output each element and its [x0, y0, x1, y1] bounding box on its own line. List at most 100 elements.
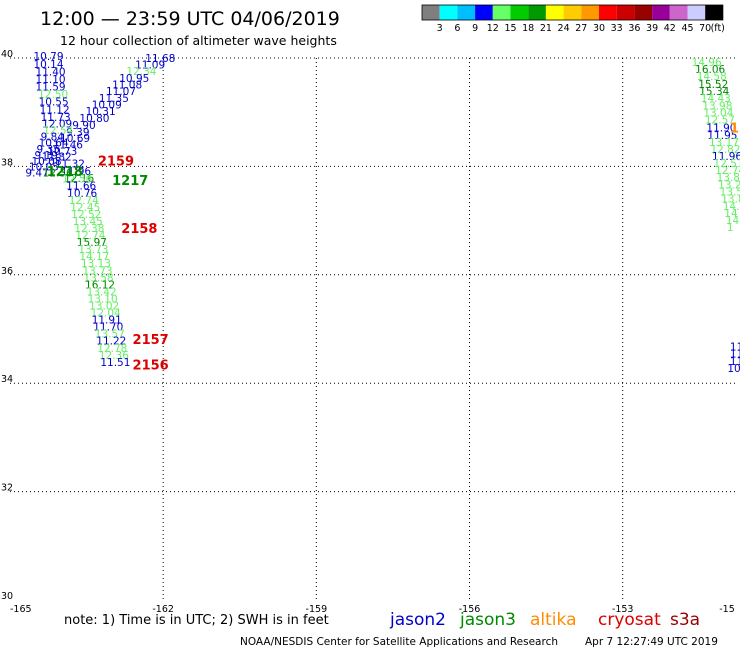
wave-height-label: 11.51 [100, 357, 130, 369]
axes: -165 -162 -159 -156 -153 -15 30 32 34 36 38 40 [1, 49, 735, 615]
wave-height-label: 11.07 [106, 86, 136, 98]
wave-height-label: 9.84 [41, 131, 65, 143]
wave-height-label: 11.08 [112, 79, 142, 91]
colorbar-swatch [545, 5, 564, 20]
colorbar-swatch [457, 5, 476, 20]
x-tick-label: -153 [612, 604, 634, 615]
wave-height-label: 11.90 [706, 123, 736, 135]
wave-height-label: 10. [727, 363, 740, 375]
wave-height-label: 10.69 [60, 133, 90, 145]
colorbar-label: 24 [558, 23, 570, 34]
chart-subtitle: 12 hour collection of altimeter wave hei… [60, 33, 337, 48]
wave-height-label: 14. [723, 201, 740, 213]
x-tick-label: -165 [10, 604, 32, 615]
colorbar-label: 39 [646, 23, 658, 34]
wave-height-label: 12.09 [42, 118, 72, 130]
wave-height-label: 14.96 [692, 57, 722, 69]
time-label: 1218 [47, 165, 83, 180]
colorbar-swatch [563, 5, 582, 20]
wave-height-label: 12.51 [714, 158, 740, 170]
colorbar-swatch [439, 5, 458, 20]
y-tick-label: 30 [1, 591, 13, 602]
colorbar-label: 70 [699, 23, 711, 34]
wave-height-label: 10.79 [33, 51, 63, 63]
wave-height-label: 11.96 [61, 166, 91, 178]
wave-height-label: 12.16 [64, 173, 94, 185]
wave-height-label: 10.73 [47, 146, 77, 158]
wave-height-label: 13.57 [95, 329, 125, 341]
wave-height-label: 12.74 [715, 165, 740, 177]
chart-title: 12:00 — 23:59 UTC 04/06/2019 [40, 8, 340, 30]
time-label: 15 [730, 121, 740, 136]
wave-height-label: 14.43 [701, 93, 731, 105]
colorbar-swatch [652, 5, 670, 20]
x-tick-label: -162 [152, 604, 174, 615]
wave-height-label: 11.10 [36, 74, 66, 86]
wave-height-label: 13.13 [81, 258, 111, 270]
note-text: note: 1) Time is in UTC; 2) SWH is in fe… [64, 613, 329, 628]
wave-height-label: 12.74 [69, 195, 99, 207]
wave-height-label: 13.8 [721, 194, 740, 206]
wave-height-label: 14.17 [79, 251, 109, 263]
colorbar-label: 21 [540, 23, 552, 34]
wave-height-label: 14.58 [697, 71, 727, 83]
wave-height-label: 11.91 [92, 315, 122, 327]
wave-height-label: 11.70 [93, 322, 123, 334]
wave-height-label: 11 [730, 342, 740, 354]
wave-height-label: 11 [730, 356, 740, 368]
colorbar-swatch [616, 5, 635, 20]
wave-height-label: 10.05 [29, 162, 59, 174]
wave-height-label: 16.06 [695, 64, 725, 76]
colorbar-label: 30 [593, 23, 605, 34]
colorbar-swatch [422, 5, 440, 20]
colorbar-label: 33 [611, 23, 623, 34]
wave-height-label: 12.52 [71, 209, 101, 221]
y-tick-label: 34 [1, 374, 13, 385]
wave-height-label: 12.34 [126, 66, 156, 78]
time-label: 1217 [112, 174, 148, 189]
wave-height-label: 14 [726, 215, 740, 227]
colorbar-unit: (ft) [711, 23, 725, 34]
colorbar-label: 45 [681, 23, 693, 34]
wave-height-label: 9.19 [35, 150, 58, 162]
wave-height-label: 11.59 [36, 82, 66, 94]
wave-height-label: 10.14 [33, 59, 63, 71]
time-label: 2157 [133, 333, 169, 348]
wave-height-label: 11.68 [145, 53, 175, 65]
wave-height-label: 11.95 [707, 130, 737, 142]
colorbar-label: 6 [454, 23, 460, 34]
wave-height-label: 12.82 [710, 144, 740, 156]
time-label: 2159 [98, 154, 134, 169]
wave-height-label: 13.45 [73, 216, 103, 228]
wave-height-label: 11.22 [96, 336, 126, 348]
wave-height-label: 13.85 [717, 172, 740, 184]
wave-height-label: 12.36 [99, 350, 129, 362]
wave-height-label: 10.76 [67, 188, 97, 200]
wave-height-label: 10.08 [31, 156, 61, 168]
wave-height-label: 13.58 [84, 272, 114, 284]
wave-height-label: 11.66 [66, 181, 96, 193]
colorbar: 3 6 9 12 15 18 21 24 27 30 33 36 39 42 45 70 (ft) [421, 4, 725, 34]
x-tick-label: -156 [459, 604, 481, 615]
colorbar-swatch [581, 5, 599, 20]
wave-height-label: 1 [727, 222, 734, 234]
colorbar-swatch [669, 5, 688, 20]
wave-height-label: 10.95 [119, 73, 149, 85]
colorbar-swatch [687, 5, 706, 20]
wave-height-label: 12.54 [43, 125, 73, 137]
time-labels: 2159 1217 1218 2158 2157 2156 15 [47, 121, 740, 373]
y-tick-label: 32 [1, 483, 13, 494]
legend-jason3: jason3 [459, 610, 516, 630]
wave-height-label: 12.04 [91, 308, 121, 320]
wave-height-label: 10.80 [79, 113, 109, 125]
wave-height-label: 12.56 [62, 174, 92, 186]
colorbar-label: 27 [575, 23, 587, 34]
wave-height-label: 11.96 [712, 151, 740, 163]
colorbar-label: 15 [504, 23, 516, 34]
wave-height-label: 12.45 [70, 202, 100, 214]
wave-height-label: 11.32 [55, 158, 85, 170]
wave-height-label: 12.38 [74, 223, 104, 235]
wave-height-label: 11.82 [42, 151, 72, 163]
colorbar-label: 9 [472, 23, 478, 34]
wave-height-label: 11.73 [41, 112, 71, 124]
